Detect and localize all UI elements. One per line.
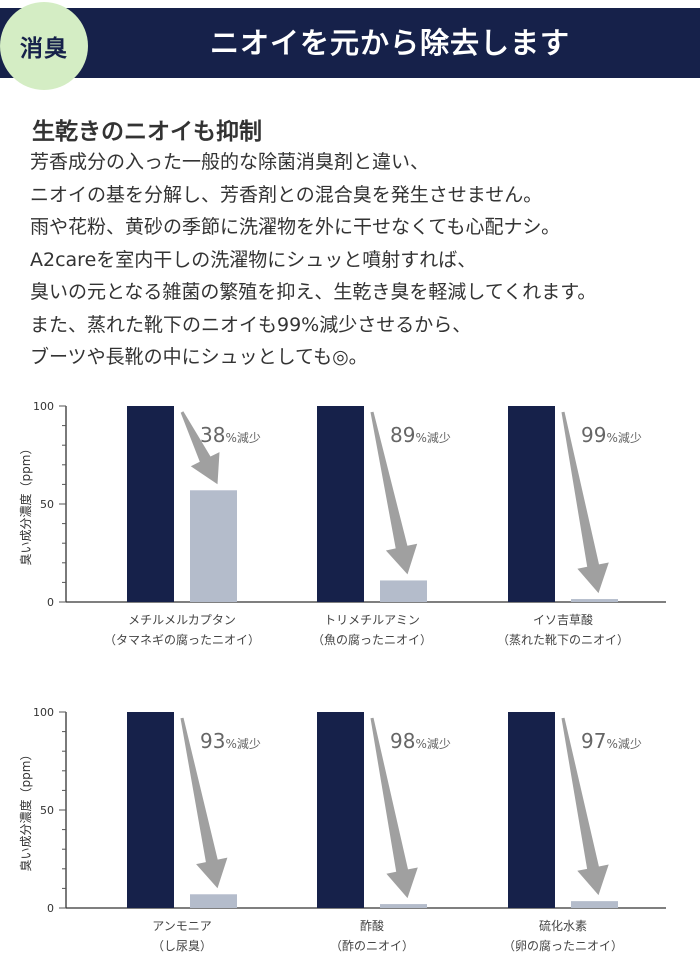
reduction-arrow bbox=[370, 717, 418, 899]
reduction-value: 93 bbox=[200, 729, 225, 753]
reduction-label: 98%減少 bbox=[390, 729, 451, 753]
bar-after bbox=[380, 580, 427, 602]
description-line: また、蒸れた靴下のニオイも99%減少させるから、 bbox=[30, 313, 472, 336]
bar-before bbox=[317, 712, 364, 908]
reduction-suffix: %減少 bbox=[415, 736, 450, 751]
category-label: アンモニア bbox=[152, 919, 212, 933]
y-tick-label: 100 bbox=[33, 706, 54, 719]
reduction-suffix: %減少 bbox=[225, 736, 260, 751]
header-bar bbox=[0, 8, 700, 78]
category-sublabel: （卵の腐ったニオイ） bbox=[503, 938, 623, 953]
y-tick-label: 50 bbox=[40, 804, 54, 817]
category-label: イソ吉草酸 bbox=[533, 612, 593, 627]
category-label: メチルメルカプタン bbox=[128, 613, 236, 627]
description-line: ニオイの基を分解し、芳香剤との混合臭を発生させません。 bbox=[30, 183, 543, 206]
reduction-arrow bbox=[370, 411, 418, 575]
reduction-label: 93%減少 bbox=[200, 729, 261, 753]
bar-after bbox=[571, 599, 618, 602]
category-sublabel: （し尿臭） bbox=[152, 938, 212, 953]
y-tick-label: 50 bbox=[40, 498, 54, 511]
bar-before bbox=[508, 712, 555, 908]
bar-after bbox=[380, 904, 427, 908]
y-axis-label: 臭い成分濃度（ppm） bbox=[18, 749, 33, 872]
reduction-label: 89%減少 bbox=[390, 423, 451, 447]
reduction-value: 89 bbox=[390, 423, 415, 447]
chart-svg: 050100臭い成分濃度（ppm）38%減少メチルメルカプタン（タマネギの腐った… bbox=[18, 400, 666, 647]
reduction-arrow bbox=[561, 411, 609, 594]
reduction-suffix: %減少 bbox=[225, 430, 260, 445]
description-line: A2careを室内干しの洗濯物にシュッと噴射すれば、 bbox=[30, 248, 477, 271]
category-badge: 消臭 bbox=[0, 2, 88, 90]
description-line: 雨や花粉、黄砂の季節に洗濯物を外に干せなくても心配ナシ。 bbox=[30, 216, 561, 238]
bar-before bbox=[317, 406, 364, 602]
reduction-suffix: %減少 bbox=[415, 430, 450, 445]
badge-label: 消臭 bbox=[20, 36, 68, 62]
bar-before bbox=[127, 712, 174, 908]
description-line: ブーツや長靴の中にシュッとしても◎。 bbox=[30, 346, 368, 368]
page-title: ニオイを元から除去します bbox=[209, 26, 570, 60]
y-axis-label: 臭い成分濃度（ppm） bbox=[18, 443, 33, 566]
y-tick-label: 0 bbox=[47, 596, 54, 609]
reduction-arrow bbox=[180, 717, 228, 889]
reduction-value: 99 bbox=[581, 423, 606, 447]
bar-after bbox=[190, 894, 237, 908]
category-label: トリメチルアミン bbox=[324, 613, 420, 627]
reduction-suffix: %減少 bbox=[606, 430, 641, 445]
y-tick-label: 0 bbox=[47, 902, 54, 915]
bar-after bbox=[190, 490, 237, 602]
description-line: 臭いの元となる雑菌の繁殖を抑え、生乾き臭を軽減してくれます。 bbox=[30, 281, 597, 303]
chart-svg: 050100臭い成分濃度（ppm）93%減少アンモニア（し尿臭）98%減少酢酸（… bbox=[18, 706, 666, 953]
odor-chart-2: 0 50 100 臭い成分濃度（ppm） 93%減少 アンモニア （し尿臭） 98%減少 酢酸（… bbox=[0, 698, 700, 958]
bar-before bbox=[127, 406, 174, 602]
reduction-value: 98 bbox=[390, 729, 415, 753]
category-sublabel: （蒸れた靴下のニオイ） bbox=[497, 633, 629, 647]
reduction-label: 99%減少 bbox=[581, 423, 642, 447]
category-sublabel: （酢のニオイ） bbox=[330, 938, 414, 953]
description-line: 芳香成分の入った一般的な除菌消臭剤と違い、 bbox=[30, 151, 430, 173]
reduction-label: 38%減少 bbox=[200, 423, 261, 447]
odor-chart-1: 0 50 100 臭い成分濃度（ppm） 38%減少 メチルメルカプタン （タマネギの腐った… bbox=[0, 392, 700, 652]
category-sublabel: （タマネギの腐ったニオイ） bbox=[104, 632, 260, 647]
description-text: 芳香成分の入った一般的な除菌消臭剤と違い、 ニオイの基を分解し、芳香剤との混合臭… bbox=[30, 146, 690, 374]
bar-before bbox=[508, 406, 555, 602]
reduction-label: 97%減少 bbox=[581, 729, 642, 753]
reduction-arrow bbox=[180, 411, 220, 485]
reduction-suffix: %減少 bbox=[606, 736, 641, 751]
reduction-arrow bbox=[561, 717, 609, 896]
category-sublabel: （魚の腐ったニオイ） bbox=[312, 632, 432, 647]
bar-after bbox=[571, 901, 618, 908]
reduction-value: 97 bbox=[581, 729, 606, 753]
section-subtitle: 生乾きのニオイも抑制 bbox=[32, 119, 262, 145]
category-label: 酢酸 bbox=[360, 918, 384, 933]
reduction-value: 38 bbox=[200, 423, 225, 447]
y-tick-label: 100 bbox=[33, 400, 54, 413]
category-label: 硫化水素 bbox=[539, 918, 587, 933]
